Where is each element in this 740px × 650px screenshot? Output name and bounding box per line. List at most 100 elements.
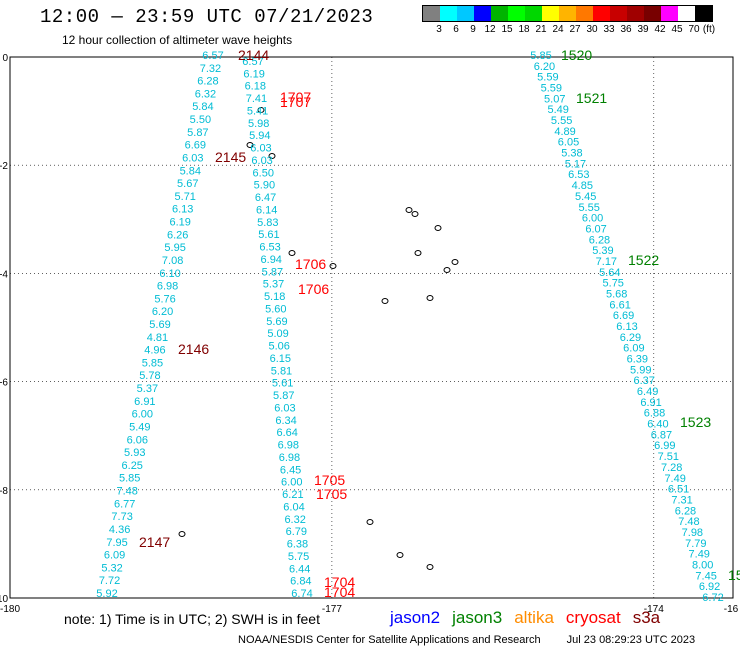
color-scale-label: 27 <box>569 24 581 35</box>
color-scale-swatch <box>576 6 593 21</box>
wave-height-2144: 6.13 <box>172 204 193 216</box>
wave-height-1707: 6.79 <box>286 526 307 538</box>
x-tick-label: -177 <box>322 604 342 615</box>
wave-height-1520: 6.51 <box>668 484 689 496</box>
map-subtitle: 12 hour collection of altimeter wave hei… <box>62 33 293 47</box>
wave-height-2144: 5.50 <box>190 114 211 126</box>
color-scale-swatch <box>525 6 542 21</box>
wave-height-1520: 5.75 <box>603 278 624 290</box>
wave-height-1707: 5.87 <box>262 266 283 278</box>
wave-height-1520: 6.20 <box>534 61 555 73</box>
color-scale-swatch <box>644 6 661 21</box>
color-scale-swatch <box>474 6 491 21</box>
wave-height-2144: 4.36 <box>109 524 130 536</box>
x-tick-label: -16 <box>724 604 739 615</box>
wave-height-1520: 6.53 <box>568 169 589 181</box>
color-scale-swatch <box>627 6 644 21</box>
wave-height-1520: 6.00 <box>582 213 603 225</box>
wave-height-2144: 6.09 <box>104 550 125 562</box>
wave-height-2144: 5.71 <box>175 191 196 203</box>
color-scale-legend: 3 6 9 12 15 18 21 24 27 30 33 36 39 42 45 70 (ft) <box>422 5 715 35</box>
wave-height-2144: 7.32 <box>200 63 221 75</box>
footer: NOAA/NESDIS Center for Satellite Applica… <box>238 634 695 646</box>
color-scale-label: 45 <box>671 24 683 35</box>
wave-height-2144: 6.03 <box>182 152 203 164</box>
wave-height-1707: 6.53 <box>259 242 280 254</box>
color-scale-swatch <box>491 6 508 21</box>
wave-height-2144: 7.48 <box>116 486 137 498</box>
wave-height-1707: 5.41 <box>247 105 268 117</box>
wave-height-1520: 6.05 <box>558 137 579 149</box>
wave-height-1520: 5.59 <box>541 83 562 95</box>
wave-height-1520: 6.99 <box>654 440 675 452</box>
wave-height-1707: 6.03 <box>274 402 295 414</box>
wave-height-1520: 5.49 <box>547 104 568 116</box>
wave-height-2144: 6.10 <box>159 268 180 280</box>
color-scale-label: 15 <box>501 24 513 35</box>
wave-height-1520: 7.49 <box>689 549 710 561</box>
wave-height-2144: 6.98 <box>157 281 178 293</box>
wave-height-2144: 5.87 <box>187 127 208 139</box>
wave-height-1707: 6.44 <box>289 563 310 575</box>
color-scale-label: 24 <box>552 24 564 35</box>
y-tick-label: -6 <box>0 378 8 389</box>
color-scale-swatch <box>695 6 712 21</box>
wave-height-2144: 5.93 <box>124 447 145 459</box>
track-id-label: 2147 <box>139 534 170 550</box>
y-tick-label: -8 <box>0 486 8 497</box>
y-tick-label: -4 <box>0 269 8 280</box>
wave-height-1707: 6.57 <box>242 56 263 68</box>
wave-height-2144: 5.69 <box>149 319 170 331</box>
wave-height-1520: 6.13 <box>616 321 637 333</box>
wave-height-1707: 6.84 <box>290 576 311 588</box>
wave-height-2144: 6.91 <box>134 396 155 408</box>
wave-height-2144: 6.28 <box>197 76 218 88</box>
track-id-label: 1520 <box>561 47 592 63</box>
wave-height-1707: 6.50 <box>253 167 274 179</box>
wave-height-2144: 5.84 <box>180 165 201 177</box>
island-outline <box>178 531 186 537</box>
color-scale-label: 33 <box>603 24 615 35</box>
wave-height-1707: 6.98 <box>278 440 299 452</box>
wave-height-1707: 5.81 <box>271 365 292 377</box>
track-id-label: 1706 <box>298 281 329 297</box>
track-id-label: 2144 <box>238 47 269 63</box>
wave-height-2144: 5.85 <box>119 473 140 485</box>
track-id-label: 1707 <box>280 94 311 110</box>
wave-height-1707: 6.38 <box>287 539 308 551</box>
wave-height-1520: 6.69 <box>613 310 634 322</box>
wave-height-1520: 7.17 <box>596 256 617 268</box>
track-id-label: 1707 <box>280 89 311 105</box>
wave-height-1520: 5.68 <box>606 288 627 300</box>
color-scale-bar <box>422 5 713 22</box>
color-scale-swatch <box>440 6 457 21</box>
wave-height-1520: 7.28 <box>661 462 682 474</box>
footer-timestamp: Jul 23 08:29:23 UTC 2023 <box>566 634 696 646</box>
color-scale-swatch <box>423 6 440 21</box>
wave-height-2144: 5.76 <box>154 293 175 305</box>
wave-height-2144: 6.20 <box>152 306 173 318</box>
wave-height-2144: 5.37 <box>137 383 158 395</box>
wave-height-1707: 5.37 <box>263 279 284 291</box>
wave-height-2144: 6.69 <box>185 140 206 152</box>
island-outline <box>246 142 254 148</box>
color-scale-label: 42 <box>654 24 666 35</box>
wave-height-1707: 6.98 <box>279 452 300 464</box>
wave-height-1520: 6.87 <box>651 429 672 441</box>
satellite-legend: jason2 jason3 altika cryosat s3a <box>390 608 672 628</box>
wave-height-2144: 5.95 <box>164 242 185 254</box>
note-text: note: 1) Time is in UTC; 2) SWH is in fe… <box>64 611 320 627</box>
footer-agency: NOAA/NESDIS Center for Satellite Applica… <box>238 634 541 646</box>
island-outline <box>405 207 413 213</box>
wave-height-1520: 6.88 <box>644 408 665 420</box>
wave-height-1707: 5.87 <box>273 390 294 402</box>
wave-height-2144: 6.06 <box>127 434 148 446</box>
color-scale-label: 39 <box>637 24 649 35</box>
wave-height-1520: 6.61 <box>609 299 630 311</box>
track-id-label: 1704 <box>324 574 355 590</box>
wave-height-1707: 5.75 <box>288 551 309 563</box>
wave-height-1707: 6.45 <box>280 464 301 476</box>
track-id-label: 1706 <box>295 256 326 272</box>
island-outline <box>434 225 442 231</box>
wave-height-2144: 7.72 <box>99 575 120 587</box>
